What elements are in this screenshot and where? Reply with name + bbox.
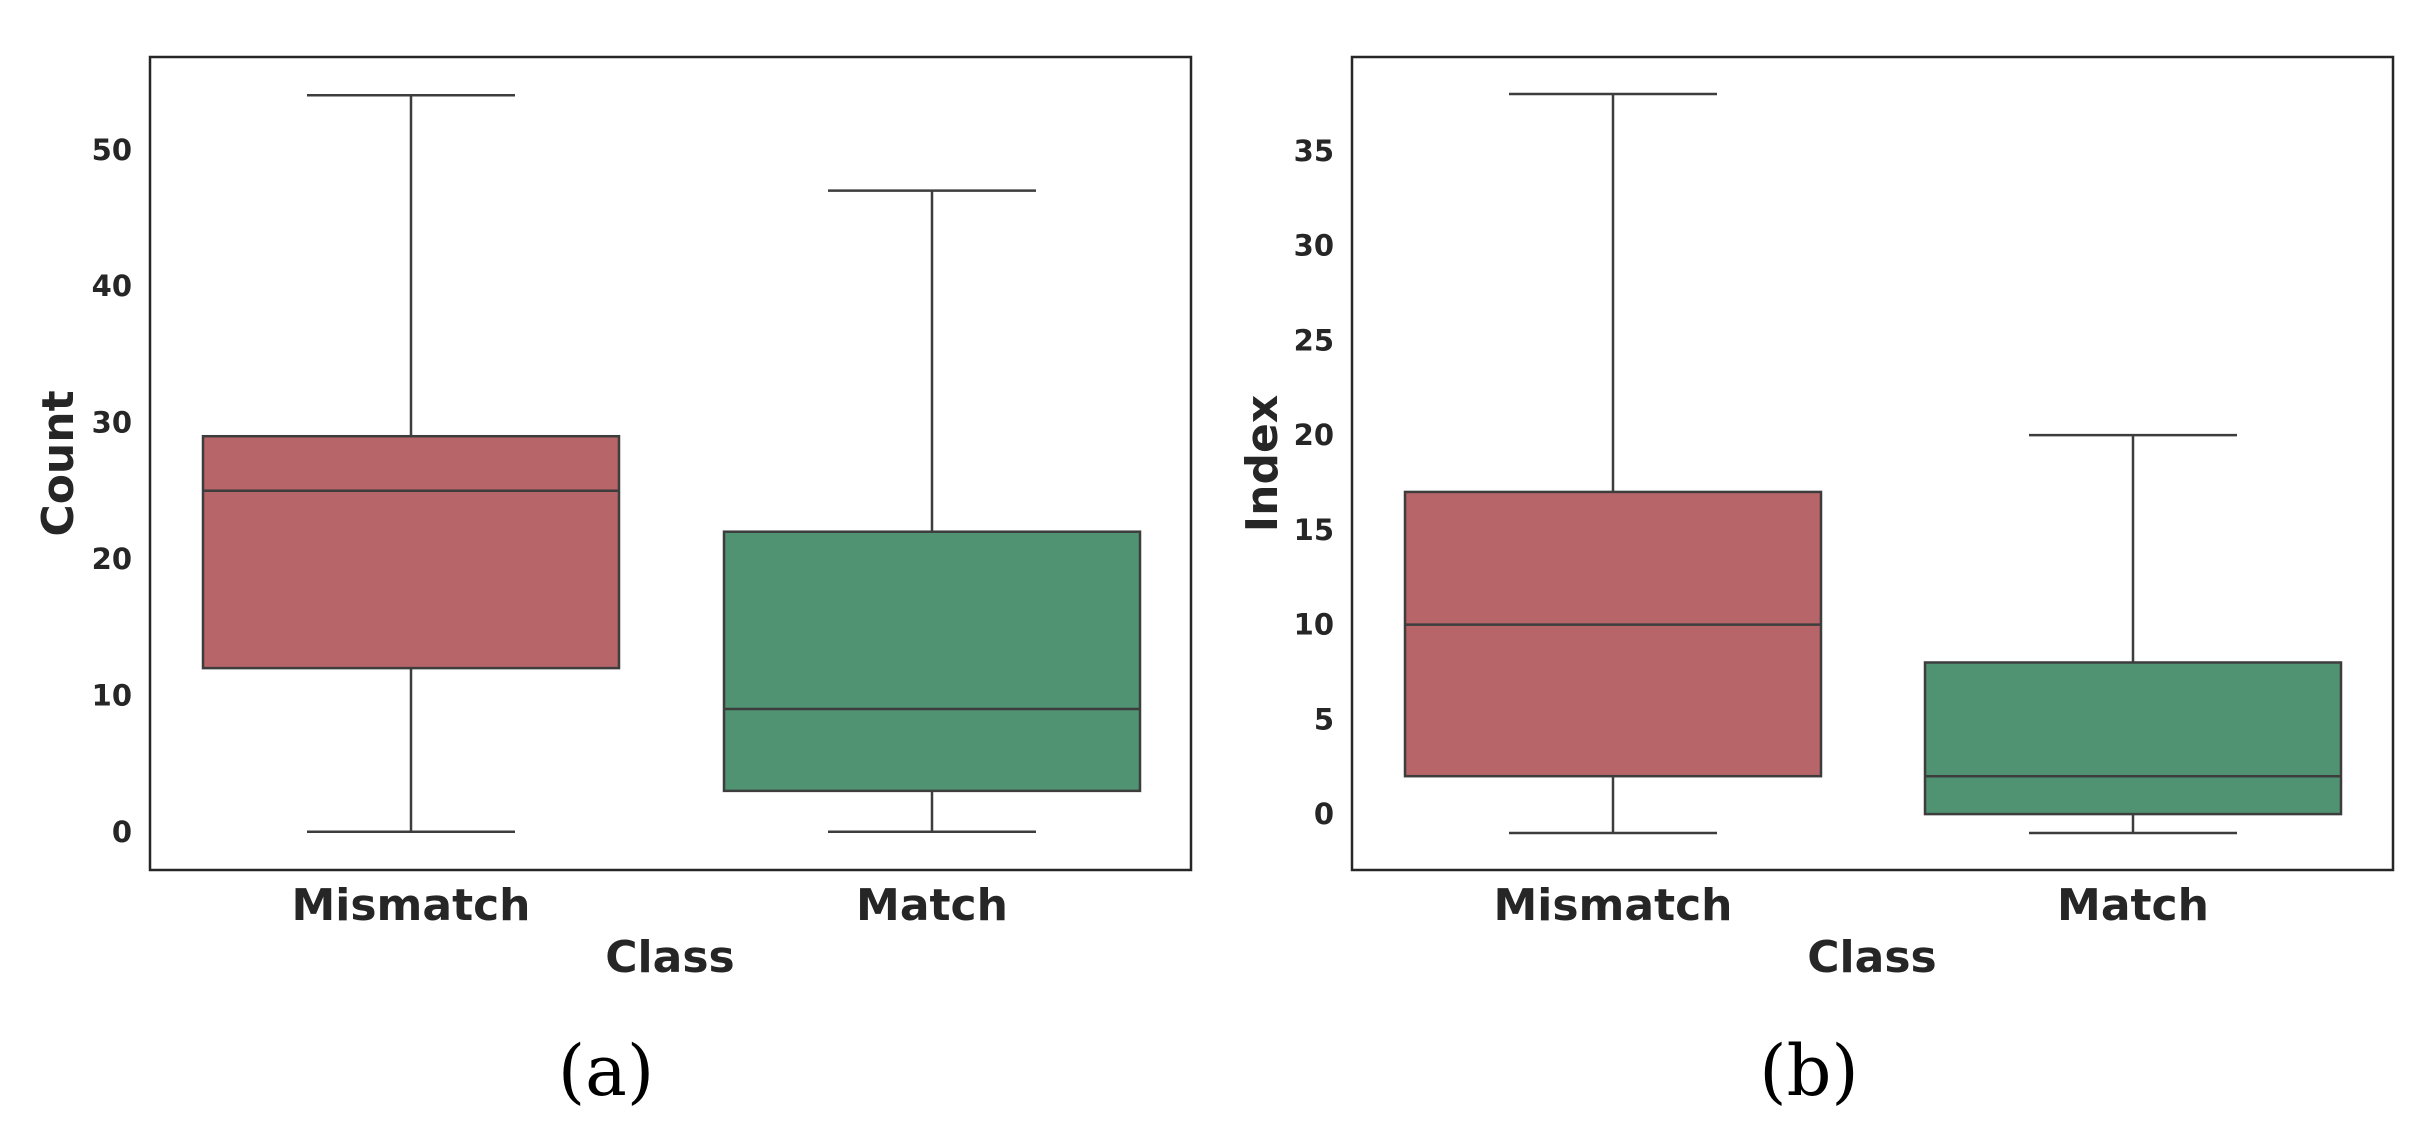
y-tick-label: 40 bbox=[92, 269, 132, 303]
box-match bbox=[722, 530, 1142, 793]
y-tick-label: 10 bbox=[1294, 608, 1334, 642]
panel-b: 0 5 10 15 20 25 30 35 Mismatch Match Class Index (b) bbox=[1237, 55, 2395, 1112]
x-axis-label: Class bbox=[1807, 932, 1936, 983]
y-tick-label: 25 bbox=[1294, 323, 1334, 357]
box-mismatch bbox=[201, 434, 621, 670]
y-tick-label: 20 bbox=[92, 542, 132, 576]
y-axis-label: Index bbox=[1237, 395, 1288, 532]
panel-a: 0 10 20 30 40 50 Mismatch Match Class Count (a) bbox=[33, 55, 1193, 1112]
x-tick-label: Mismatch bbox=[291, 880, 530, 931]
y-tick-label: 15 bbox=[1294, 513, 1334, 547]
box-mismatch bbox=[1403, 490, 1823, 778]
y-tick-label: 0 bbox=[112, 815, 132, 849]
box-match bbox=[1923, 661, 2343, 816]
x-tick-label: Mismatch bbox=[1493, 880, 1732, 931]
y-tick-label: 10 bbox=[92, 678, 132, 712]
panel-caption: (a) bbox=[558, 1030, 654, 1112]
y-tick-label: 30 bbox=[92, 406, 132, 440]
x-tick-label: Match bbox=[2057, 880, 2209, 931]
panel-caption: (b) bbox=[1759, 1030, 1858, 1112]
y-tick-label: 30 bbox=[1294, 229, 1334, 263]
y-axis-label: Count bbox=[33, 390, 84, 536]
y-tick-label: 5 bbox=[1314, 702, 1334, 736]
y-tick-label: 35 bbox=[1294, 134, 1334, 168]
y-tick-label: 20 bbox=[1294, 418, 1334, 452]
y-tick-label: 0 bbox=[1314, 797, 1334, 831]
x-axis-label: Class bbox=[605, 932, 734, 983]
y-tick-label: 50 bbox=[92, 133, 132, 167]
plot-frame bbox=[1350, 55, 2395, 872]
plot-frame bbox=[148, 55, 1193, 872]
x-tick-label: Match bbox=[856, 880, 1008, 931]
